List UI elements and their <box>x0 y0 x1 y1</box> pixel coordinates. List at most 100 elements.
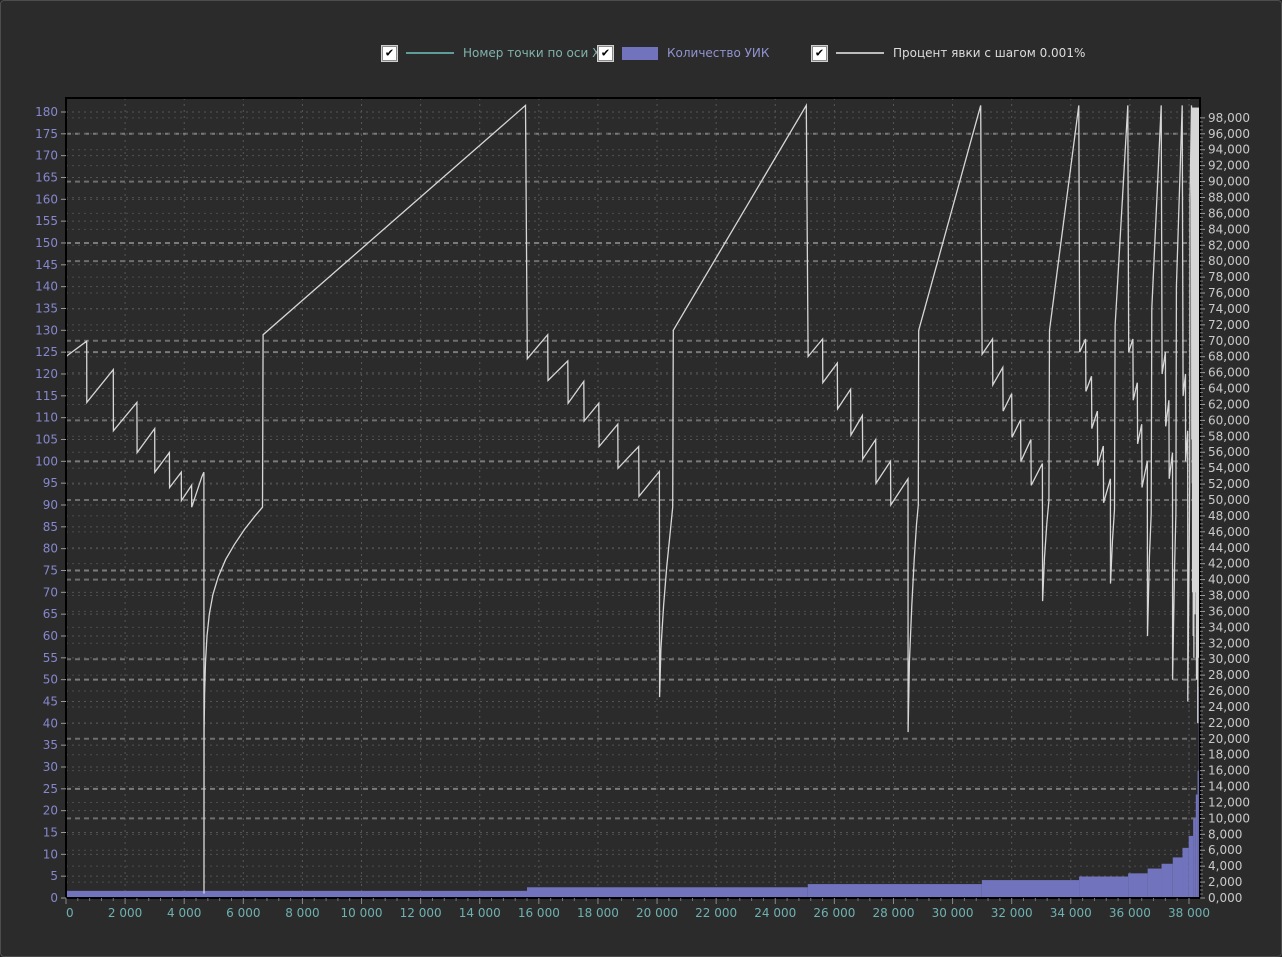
svg-text:72,000: 72,000 <box>1208 318 1250 332</box>
svg-text:75: 75 <box>43 563 58 577</box>
legend-checkbox-turnout-percent[interactable]: ✔ <box>812 45 827 61</box>
svg-text:20,000: 20,000 <box>1208 732 1250 746</box>
uik-bars <box>66 687 1200 898</box>
svg-text:130: 130 <box>35 323 58 337</box>
legend-checkbox-uik-count[interactable]: ✔ <box>598 45 613 61</box>
plot-frame <box>65 97 1201 899</box>
svg-text:80: 80 <box>43 542 58 556</box>
svg-text:20 000: 20 000 <box>636 906 678 920</box>
svg-text:65: 65 <box>43 607 58 621</box>
svg-text:22 000: 22 000 <box>695 906 737 920</box>
svg-text:60: 60 <box>43 629 58 643</box>
svg-text:42,000: 42,000 <box>1208 557 1250 571</box>
svg-text:85: 85 <box>43 520 58 534</box>
legend-line-swatch-white <box>836 52 884 54</box>
svg-text:88,000: 88,000 <box>1208 191 1250 205</box>
svg-text:36 000: 36 000 <box>1109 906 1151 920</box>
svg-text:82,000: 82,000 <box>1208 238 1250 252</box>
svg-text:36,000: 36,000 <box>1208 604 1250 618</box>
svg-text:115: 115 <box>35 389 58 403</box>
legend-bar-swatch-purple <box>622 46 658 60</box>
svg-text:175: 175 <box>35 127 58 141</box>
check-icon: ✔ <box>384 46 395 59</box>
y-left-axis: 0 5 10 15 20 25 30 35 40 45 50 55 60 65 70 75 80 85 90 95 10… <box>35 105 66 905</box>
svg-text:86,000: 86,000 <box>1208 206 1250 220</box>
svg-text:90,000: 90,000 <box>1208 175 1250 189</box>
svg-text:145: 145 <box>35 258 58 272</box>
svg-text:20: 20 <box>43 804 58 818</box>
legend-checkbox-point-number[interactable]: ✔ <box>382 45 397 61</box>
x-axis: 0 2 000 4 000 6 000 8 000 10 000 12 000 14 000 1… <box>65 898 1210 920</box>
svg-text:80,000: 80,000 <box>1208 254 1250 268</box>
svg-text:94,000: 94,000 <box>1208 143 1250 157</box>
svg-text:90: 90 <box>43 498 58 512</box>
svg-text:6 000: 6 000 <box>226 906 260 920</box>
svg-text:170: 170 <box>35 149 58 163</box>
svg-text:24 000: 24 000 <box>754 906 796 920</box>
svg-text:18,000: 18,000 <box>1208 748 1250 762</box>
svg-text:6,000: 6,000 <box>1208 843 1242 857</box>
legend-item-turnout-percent: ✔ Процент явки с шагом 0.001% <box>812 45 1085 61</box>
svg-text:30 000: 30 000 <box>932 906 974 920</box>
svg-text:28,000: 28,000 <box>1208 668 1250 682</box>
grid <box>66 98 1200 898</box>
svg-text:76,000: 76,000 <box>1208 286 1250 300</box>
svg-text:34 000: 34 000 <box>1050 906 1092 920</box>
svg-text:0,000: 0,000 <box>1208 891 1242 905</box>
svg-text:105: 105 <box>35 432 58 446</box>
svg-text:110: 110 <box>35 411 58 425</box>
svg-text:16 000: 16 000 <box>518 906 560 920</box>
svg-text:125: 125 <box>35 345 58 359</box>
svg-text:180: 180 <box>35 105 58 119</box>
svg-text:64,000: 64,000 <box>1208 382 1250 396</box>
legend-label-turnout-percent: Процент явки с шагом 0.001% <box>893 46 1086 60</box>
svg-text:95: 95 <box>43 476 58 490</box>
svg-text:0: 0 <box>66 906 74 920</box>
svg-text:18 000: 18 000 <box>577 906 619 920</box>
legend-item-uik-count: ✔ Количество УИК <box>598 45 769 61</box>
svg-text:55: 55 <box>43 651 58 665</box>
svg-text:40: 40 <box>43 716 58 730</box>
svg-text:32,000: 32,000 <box>1208 636 1250 650</box>
svg-text:135: 135 <box>35 301 58 315</box>
svg-text:44,000: 44,000 <box>1208 541 1250 555</box>
svg-text:2,000: 2,000 <box>1208 875 1242 889</box>
svg-text:4 000: 4 000 <box>167 906 201 920</box>
svg-text:54,000: 54,000 <box>1208 461 1250 475</box>
svg-text:84,000: 84,000 <box>1208 222 1250 236</box>
svg-text:0: 0 <box>50 891 58 905</box>
svg-text:98,000: 98,000 <box>1208 111 1250 125</box>
svg-text:100: 100 <box>35 454 58 468</box>
svg-text:56,000: 56,000 <box>1208 445 1250 459</box>
svg-text:70,000: 70,000 <box>1208 334 1250 348</box>
svg-text:50: 50 <box>43 673 58 687</box>
legend-line-swatch-teal <box>406 52 454 54</box>
legend-label-uik-count: Количество УИК <box>667 46 770 60</box>
svg-text:12,000: 12,000 <box>1208 795 1250 809</box>
svg-text:4,000: 4,000 <box>1208 859 1242 873</box>
svg-text:26 000: 26 000 <box>813 906 855 920</box>
svg-text:155: 155 <box>35 214 58 228</box>
svg-text:16,000: 16,000 <box>1208 764 1250 778</box>
svg-text:96,000: 96,000 <box>1208 127 1250 141</box>
svg-text:12 000: 12 000 <box>400 906 442 920</box>
svg-text:10,000: 10,000 <box>1208 811 1250 825</box>
svg-text:35: 35 <box>43 738 58 752</box>
svg-text:32 000: 32 000 <box>991 906 1033 920</box>
svg-text:70: 70 <box>43 585 58 599</box>
svg-text:28 000: 28 000 <box>872 906 914 920</box>
svg-text:10: 10 <box>43 847 58 861</box>
svg-text:78,000: 78,000 <box>1208 270 1250 284</box>
legend-label-point-number: Номер точки по оси X <box>463 46 601 60</box>
svg-text:5: 5 <box>50 869 58 883</box>
svg-text:15: 15 <box>43 825 58 839</box>
svg-text:30,000: 30,000 <box>1208 652 1250 666</box>
svg-text:2 000: 2 000 <box>108 906 142 920</box>
svg-text:120: 120 <box>35 367 58 381</box>
svg-text:52,000: 52,000 <box>1208 477 1250 491</box>
svg-text:38 000: 38 000 <box>1168 906 1210 920</box>
svg-text:8,000: 8,000 <box>1208 827 1242 841</box>
svg-text:14,000: 14,000 <box>1208 780 1250 794</box>
legend-item-point-number: ✔ Номер точки по оси X <box>382 45 600 61</box>
